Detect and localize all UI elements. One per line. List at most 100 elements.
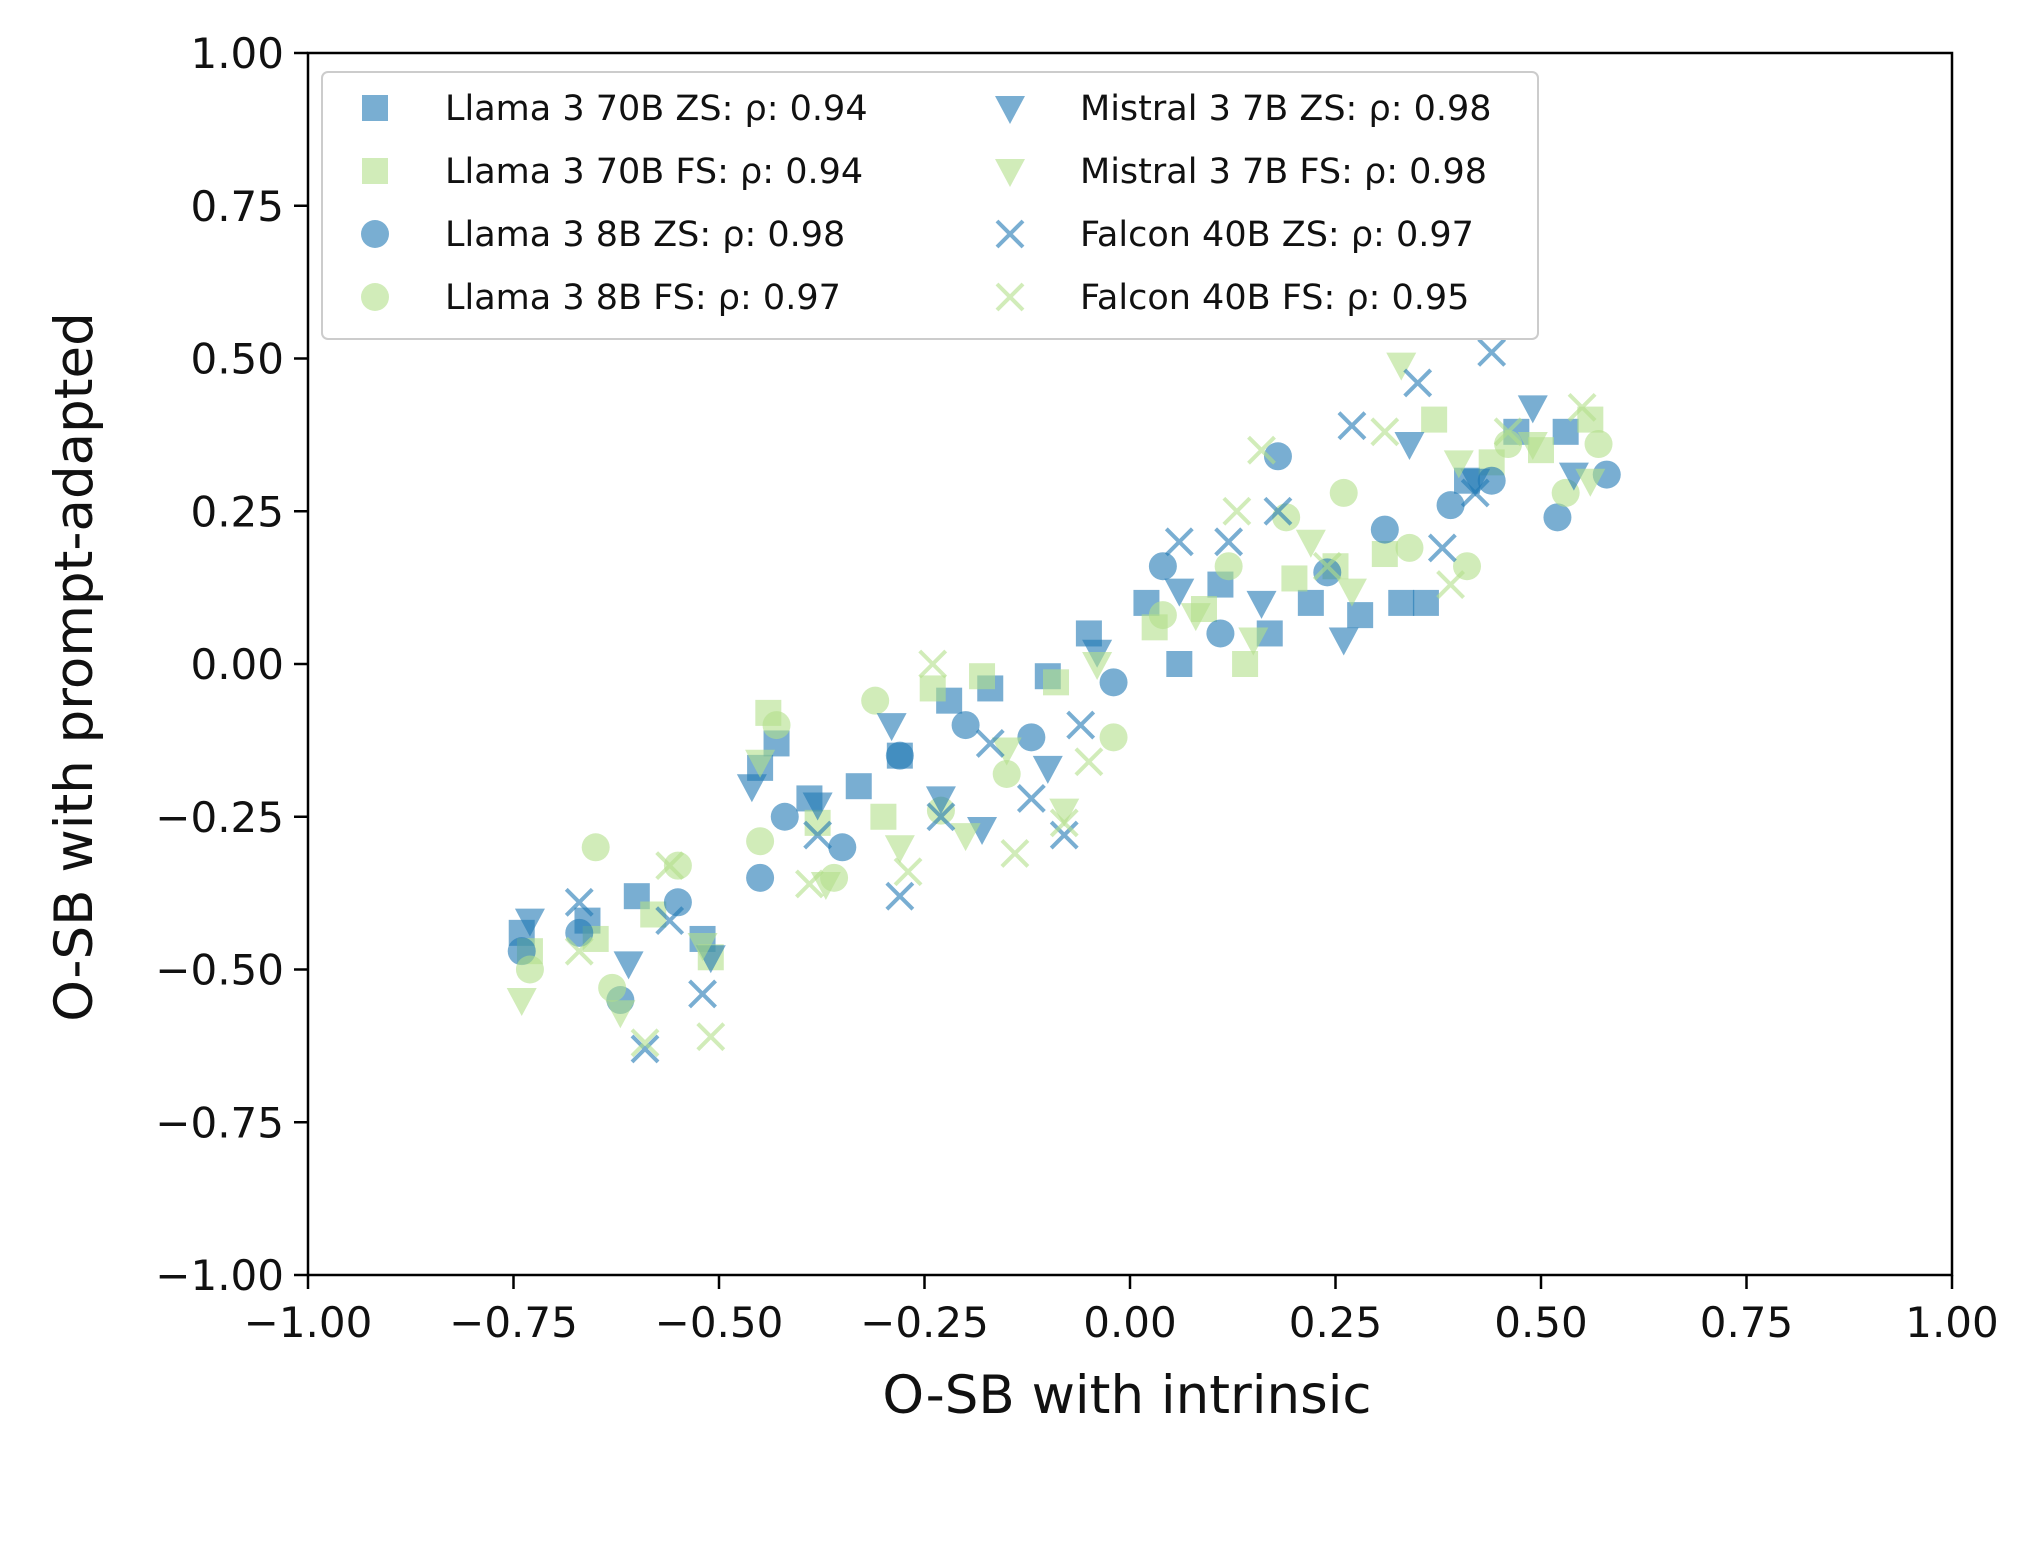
data-point — [1148, 552, 1177, 581]
data-point — [870, 803, 897, 830]
data-point — [696, 1022, 726, 1052]
data-point — [1567, 392, 1597, 422]
legend-label: Falcon 40B FS: ρ: 0.95 — [1080, 278, 1469, 318]
series-3 — [507, 442, 1621, 1015]
data-point — [1412, 589, 1439, 616]
y-tick-label: 0.00 — [190, 640, 284, 689]
x-tick-label: 0.75 — [1700, 1298, 1794, 1347]
data-point — [1066, 710, 1096, 740]
data-point — [885, 741, 914, 770]
data-point — [1074, 747, 1104, 777]
legend-label: Mistral 3 7B ZS: ρ: 0.98 — [1080, 89, 1492, 129]
data-point — [762, 711, 791, 740]
data-point — [506, 988, 537, 1017]
data-point — [919, 675, 946, 702]
y-tick-label: 0.75 — [190, 182, 284, 231]
x-tick-label: −1.00 — [244, 1298, 373, 1347]
data-point — [1313, 558, 1342, 587]
data-point — [1148, 601, 1177, 630]
data-point — [1082, 652, 1113, 680]
data-point — [688, 979, 717, 1009]
data-point — [1386, 352, 1417, 381]
data-point — [1370, 417, 1400, 447]
y-tick-label: −0.50 — [155, 946, 284, 995]
y-tick-label: −1.00 — [155, 1251, 284, 1300]
data-point — [1166, 651, 1193, 677]
data-point — [564, 887, 594, 917]
data-point — [745, 749, 776, 778]
y-tick-label: 1.00 — [190, 29, 284, 78]
data-point — [1436, 491, 1465, 520]
data-point — [514, 908, 545, 937]
series-8 — [564, 392, 1597, 1058]
data-point — [1517, 395, 1548, 424]
legend-marker — [995, 219, 1025, 249]
legend-label: Llama 3 8B FS: ρ: 0.97 — [445, 278, 841, 318]
data-point — [1577, 406, 1604, 433]
data-point — [925, 786, 956, 815]
data-point — [1552, 418, 1579, 445]
data-point — [655, 851, 685, 881]
data-point — [1049, 808, 1079, 838]
data-point — [746, 827, 775, 856]
data-point — [663, 851, 692, 880]
data-point — [1180, 603, 1211, 632]
x-tick-label: 0.50 — [1494, 1298, 1588, 1347]
data-point — [893, 857, 923, 887]
data-point — [1263, 496, 1293, 526]
data-point — [1049, 798, 1080, 827]
data-point — [515, 955, 544, 984]
data-point — [1592, 460, 1621, 489]
data-point — [1347, 602, 1374, 629]
x-tick-label: −0.50 — [655, 1298, 784, 1347]
data-point — [1222, 496, 1252, 526]
data-point — [1032, 755, 1063, 784]
data-point — [598, 973, 627, 1002]
data-point — [1263, 442, 1292, 471]
data-point — [845, 773, 872, 800]
data-point — [1337, 411, 1367, 441]
data-point — [1517, 432, 1548, 461]
data-point — [1460, 478, 1490, 508]
data-point — [1460, 468, 1491, 497]
data-point — [1543, 503, 1572, 532]
data-point — [951, 711, 980, 740]
data-point — [1017, 723, 1046, 752]
data-point — [1000, 838, 1030, 868]
data-point — [1043, 669, 1070, 696]
data-point — [630, 1028, 660, 1058]
data-point — [565, 918, 594, 947]
data-point — [1214, 527, 1244, 557]
series-2 — [516, 406, 1604, 971]
data-point — [1049, 820, 1079, 850]
data-point — [991, 737, 1022, 766]
data-point — [1443, 450, 1474, 479]
data-point — [581, 833, 610, 862]
y-tick-label: −0.25 — [155, 793, 284, 842]
legend-marker — [362, 95, 388, 121]
series-7 — [564, 337, 1507, 1064]
data-point — [564, 936, 594, 966]
data-point — [1232, 651, 1259, 677]
data-point — [1016, 784, 1046, 813]
legend-marker — [361, 283, 389, 311]
data-point — [630, 1034, 660, 1064]
data-point — [884, 835, 915, 864]
data-point — [885, 881, 915, 911]
data-point — [975, 729, 1005, 758]
data-point — [736, 774, 767, 803]
data-point — [969, 663, 996, 690]
y-axis: −1.00 −0.75 −0.50 −0.25 0.00 0.25 0.50 0.75 1.00 — [155, 29, 308, 1300]
legend-label: Llama 3 70B ZS: ρ: 0.94 — [445, 89, 868, 129]
data-point — [1388, 589, 1415, 616]
data-point — [1395, 533, 1424, 562]
data-point — [1394, 432, 1425, 461]
y-tick-label: −0.75 — [155, 1098, 284, 1147]
legend-label: Falcon 40B ZS: ρ: 0.97 — [1080, 215, 1474, 255]
data-point — [655, 906, 685, 936]
data-point — [1312, 551, 1342, 581]
data-point — [663, 888, 692, 917]
data-point — [1246, 590, 1277, 619]
data-point — [1206, 619, 1235, 648]
data-point — [687, 933, 718, 962]
